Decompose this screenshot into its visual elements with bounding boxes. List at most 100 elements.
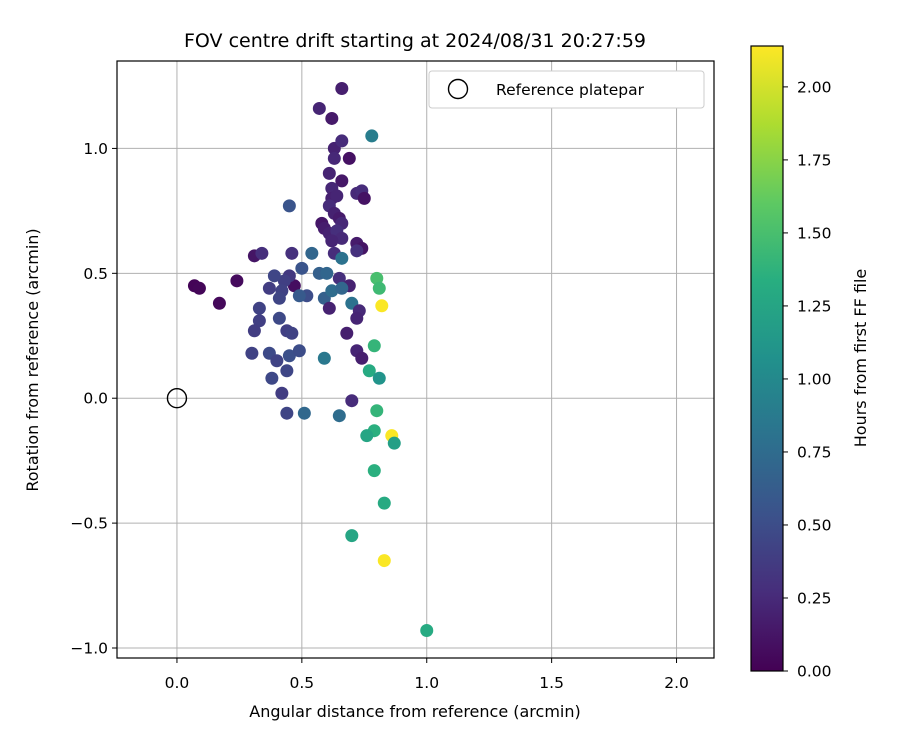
- reference-marker: [166, 388, 188, 409]
- data-point: [322, 166, 336, 180]
- data-point: [267, 269, 281, 283]
- data-point: [325, 284, 339, 298]
- data-point: [357, 191, 371, 205]
- data-point: [340, 326, 354, 340]
- colorbar-tick-label: 0.00: [797, 663, 832, 681]
- data-point: [280, 406, 294, 420]
- data-point: [420, 624, 434, 638]
- legend-box: [428, 70, 705, 109]
- colorbar: 0.00 0.25 0.50 0.75 1.00 1.25 1.50 1.75 2.00 Hou…: [750, 45, 870, 681]
- data-point: [367, 464, 381, 478]
- data-point: [270, 354, 284, 368]
- colorbar-tick-label: 1.00: [797, 370, 832, 388]
- y-tick-label: 0.5: [83, 265, 108, 283]
- legend-marker: [447, 78, 469, 100]
- data-point: [325, 234, 339, 248]
- data-point: [192, 281, 206, 295]
- y-axis-ticks: −1.0 −0.5 0.0 0.5 1.0: [70, 140, 117, 658]
- data-point: [332, 271, 346, 285]
- colorbar-tick-label: 0.75: [797, 443, 832, 461]
- data-point: [262, 281, 276, 295]
- data-point: [212, 296, 226, 310]
- data-point: [335, 174, 349, 188]
- y-tick-label: 0.0: [83, 390, 108, 408]
- y-tick-label: −1.0: [70, 640, 108, 658]
- data-point: [272, 311, 286, 325]
- data-point: [330, 189, 344, 203]
- y-axis-label: Rotation from reference (arcmin): [23, 228, 42, 491]
- data-point: [375, 299, 389, 313]
- x-tick-label: 2.0: [664, 674, 689, 692]
- data-point: [277, 274, 291, 288]
- data-point: [320, 266, 334, 280]
- colorbar-tick-label: 1.50: [797, 224, 832, 242]
- data-point: [345, 529, 359, 543]
- colorbar-tick-label: 1.75: [797, 151, 832, 169]
- x-tick-label: 0.0: [165, 674, 190, 692]
- data-point: [335, 251, 349, 265]
- x-axis-label: Angular distance from reference (arcmin): [249, 702, 580, 721]
- data-point: [367, 339, 381, 353]
- data-point: [285, 246, 299, 260]
- data-point: [252, 314, 266, 328]
- data-point: [265, 371, 279, 385]
- data-point: [345, 394, 359, 408]
- colorbar-tick-label: 0.25: [797, 589, 832, 607]
- data-point: [280, 364, 294, 378]
- colorbar-ticks: 0.00 0.25 0.50 0.75 1.00 1.25 1.50 1.75 2.00: [783, 78, 832, 681]
- data-points: [187, 81, 434, 638]
- legend: Reference platepar: [428, 70, 705, 109]
- data-point: [365, 129, 379, 143]
- data-point: [342, 151, 356, 165]
- plot-frame: [116, 60, 715, 659]
- x-tick-label: 1.5: [539, 674, 564, 692]
- data-point: [245, 346, 259, 360]
- data-point: [272, 291, 286, 305]
- data-point: [377, 554, 391, 568]
- colorbar-gradient: [750, 45, 784, 672]
- data-point: [230, 274, 244, 288]
- data-point: [350, 311, 364, 325]
- data-point: [305, 246, 319, 260]
- data-point: [282, 199, 296, 213]
- chart-title: FOV centre drift starting at 2024/08/31 …: [184, 30, 646, 52]
- legend-label: Reference platepar: [496, 81, 645, 99]
- data-point: [370, 271, 384, 285]
- data-point: [335, 231, 349, 245]
- data-point: [335, 81, 349, 95]
- data-point: [372, 371, 386, 385]
- data-point: [362, 364, 376, 378]
- colorbar-tick-label: 2.00: [797, 78, 832, 96]
- reference-platepar-marker: [166, 388, 188, 409]
- data-point: [322, 301, 336, 315]
- data-point: [335, 134, 349, 148]
- x-tick-label: 0.5: [290, 674, 315, 692]
- data-point: [360, 429, 374, 443]
- data-point: [317, 351, 331, 365]
- x-tick-label: 1.0: [414, 674, 439, 692]
- grid-lines: [117, 61, 714, 658]
- data-point: [372, 281, 386, 295]
- data-point: [255, 246, 269, 260]
- data-point: [377, 496, 391, 510]
- data-point: [387, 436, 401, 450]
- data-point: [282, 349, 296, 363]
- data-point: [350, 244, 364, 258]
- data-point: [275, 386, 289, 400]
- colorbar-label: Hours from first FF file: [851, 269, 870, 448]
- data-point: [325, 111, 339, 125]
- y-tick-label: −0.5: [70, 515, 108, 533]
- colorbar-tick-label: 0.50: [797, 516, 832, 534]
- data-point: [252, 301, 266, 315]
- data-point: [287, 279, 301, 293]
- data-point: [370, 404, 384, 418]
- data-point: [297, 406, 311, 420]
- colorbar-tick-label: 1.25: [797, 297, 832, 315]
- data-point: [312, 101, 326, 115]
- data-point: [327, 151, 341, 165]
- data-point: [355, 351, 369, 365]
- data-point: [335, 281, 349, 295]
- data-point: [295, 261, 309, 275]
- data-point: [285, 326, 299, 340]
- data-point: [292, 344, 306, 358]
